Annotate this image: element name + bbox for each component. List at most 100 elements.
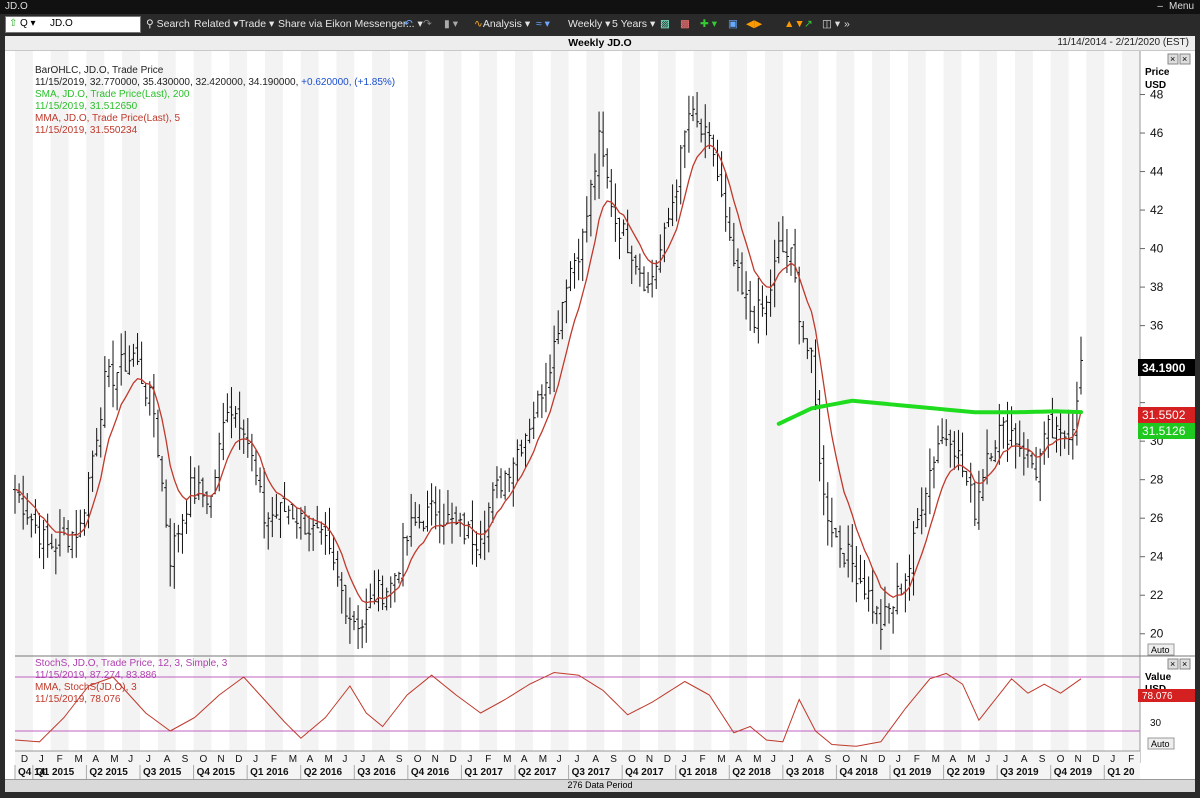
- share-button[interactable]: Share via Eikon Messenger... ▾: [278, 18, 423, 30]
- ohlc-bar: [323, 512, 328, 555]
- crosshair-icon[interactable]: ✚ ▾: [700, 18, 717, 30]
- ohlc-bar: [21, 475, 26, 530]
- line-chart-icon[interactable]: ▨: [660, 18, 670, 30]
- quarter-tick-label: Q4 14: [18, 767, 46, 778]
- ohlc-bar: [454, 506, 459, 525]
- symbol-input[interactable]: ⇧ Q ▾ JD.O: [5, 16, 141, 33]
- ohlc-bar: [768, 269, 773, 317]
- ohlc-bar: [176, 524, 181, 553]
- month-tick-label: D: [450, 754, 457, 765]
- ohlc-bar: [90, 450, 95, 492]
- quarter-tick-label: Q3 2018: [786, 767, 825, 778]
- ohlc-bar: [821, 445, 826, 516]
- legend-sma-title: SMA, JD.O, Trade Price(Last), 200: [35, 89, 190, 100]
- month-tick-label: N: [432, 754, 439, 765]
- ohlc-bar: [233, 406, 238, 428]
- range-label: 5 Years: [612, 18, 648, 30]
- analysis-menu[interactable]: ∿Analysis ▾: [474, 18, 531, 30]
- month-tick-label: F: [914, 754, 920, 765]
- month-tick-label: M: [717, 754, 725, 765]
- ohlc-bar: [1029, 453, 1034, 469]
- ohlc-bar: [964, 470, 969, 486]
- ohlc-bar: [274, 493, 279, 519]
- drawing-tool-icon[interactable]: ↗: [804, 18, 813, 30]
- quarter-tick-label: Q3 2019: [1000, 767, 1039, 778]
- ohlc-bar: [829, 497, 834, 548]
- folder-icon[interactable]: ▮ ▾: [444, 18, 458, 30]
- month-tick-label: N: [1075, 754, 1082, 765]
- redo-icon[interactable]: ↷: [423, 18, 432, 30]
- compare-icon[interactable]: ▩: [680, 18, 690, 30]
- month-tick-label: S: [396, 754, 403, 765]
- up-arrow-icon[interactable]: ⇧: [9, 18, 18, 29]
- interval-select[interactable]: Weekly ▾: [568, 18, 611, 30]
- quarter-tick-label: Q3 2017: [572, 767, 611, 778]
- ohlc-bar: [225, 393, 230, 423]
- ohlc-bar: [588, 179, 593, 237]
- quarter-tick-label: Q2 2016: [304, 767, 343, 778]
- vertical-arrows-icon[interactable]: ▲▼: [784, 18, 805, 30]
- trade-menu[interactable]: Trade ▾: [239, 18, 275, 30]
- price-auto-button[interactable]: Auto: [1147, 643, 1175, 656]
- zoom-box-icon[interactable]: ▣: [728, 18, 738, 30]
- quote-type-icon[interactable]: Q ▾: [20, 18, 36, 29]
- range-select[interactable]: 5 Years ▾: [612, 18, 656, 30]
- month-tick-label: O: [414, 754, 422, 765]
- ohlc-bar: [392, 573, 397, 603]
- minimize-icon[interactable]: –: [1157, 1, 1163, 12]
- ohlc-bar: [470, 500, 475, 565]
- quarter-tick-label: Q1 20: [1107, 767, 1135, 778]
- export-icon[interactable]: ◫ ▾: [822, 18, 841, 30]
- month-tick-label: D: [21, 754, 28, 765]
- month-band: [979, 51, 998, 751]
- month-band: [765, 51, 783, 751]
- ohlc-bar: [511, 457, 516, 507]
- ohlc-bar: [993, 440, 998, 463]
- ohlc-bar: [699, 118, 704, 143]
- stoch-mma-value: 78.076: [1142, 691, 1173, 702]
- window-titlebar: JD.O – Menu: [0, 0, 1200, 14]
- menu-label[interactable]: Menu: [1168, 1, 1194, 12]
- search-button[interactable]: ⚲ Search: [146, 17, 190, 31]
- month-tick-label: O: [1057, 754, 1065, 765]
- month-tick-label: M: [539, 754, 547, 765]
- status-bar: 276 Data Period: [5, 779, 1195, 792]
- ohlc-bar: [1066, 409, 1071, 455]
- ohlc-bar: [192, 467, 197, 504]
- related-label: Related: [194, 18, 231, 30]
- ohlc-bar: [131, 343, 136, 367]
- chart-svg[interactable]: BarOHLC, JD.O, Trade Price 11/15/2019, 3…: [5, 51, 1195, 779]
- ohlc-bar: [270, 497, 275, 538]
- ohlc-bar: [625, 209, 630, 254]
- more-chevron-icon[interactable]: »: [844, 18, 850, 30]
- ohlc-bar: [723, 172, 728, 232]
- ohlc-bar: [605, 148, 610, 189]
- month-band: [372, 51, 390, 751]
- ohlc-bar: [262, 467, 267, 539]
- ohlc-bar: [531, 401, 536, 440]
- ohlc-bar: [568, 261, 573, 292]
- ohlc-bar: [548, 354, 553, 395]
- mma-price-tag: 31.5502: [1138, 407, 1195, 423]
- ohlc-bar: [923, 487, 928, 528]
- scroll-arrows-icon[interactable]: ◀▶: [746, 18, 763, 30]
- ohlc-bar: [895, 562, 900, 615]
- ohlc-bar: [70, 531, 75, 559]
- related-menu[interactable]: Related ▾: [194, 18, 239, 30]
- ohlc-bar: [682, 130, 687, 169]
- stoch-auto-button[interactable]: Auto: [1147, 737, 1175, 750]
- month-tick-label: J: [985, 754, 990, 765]
- ohlc-bar: [968, 462, 973, 503]
- wave-icon[interactable]: ≈ ▾: [536, 18, 550, 30]
- chart-area[interactable]: BarOHLC, JD.O, Trade Price 11/15/2019, 3…: [5, 51, 1195, 782]
- ohlc-bar: [135, 333, 140, 366]
- data-period-label: 276 Data Period: [567, 780, 633, 790]
- trade-label: Trade: [239, 18, 267, 30]
- month-tick-label: M: [110, 754, 118, 765]
- symbol-value[interactable]: JD.O: [50, 18, 73, 29]
- ohlc-bar: [82, 509, 87, 536]
- ohlc-bar: [564, 279, 569, 324]
- panel-close-icon[interactable]: × ×: [1167, 53, 1191, 65]
- undo-icon[interactable]: ↶: [404, 18, 413, 30]
- stoch-close-icon[interactable]: × ×: [1167, 658, 1191, 670]
